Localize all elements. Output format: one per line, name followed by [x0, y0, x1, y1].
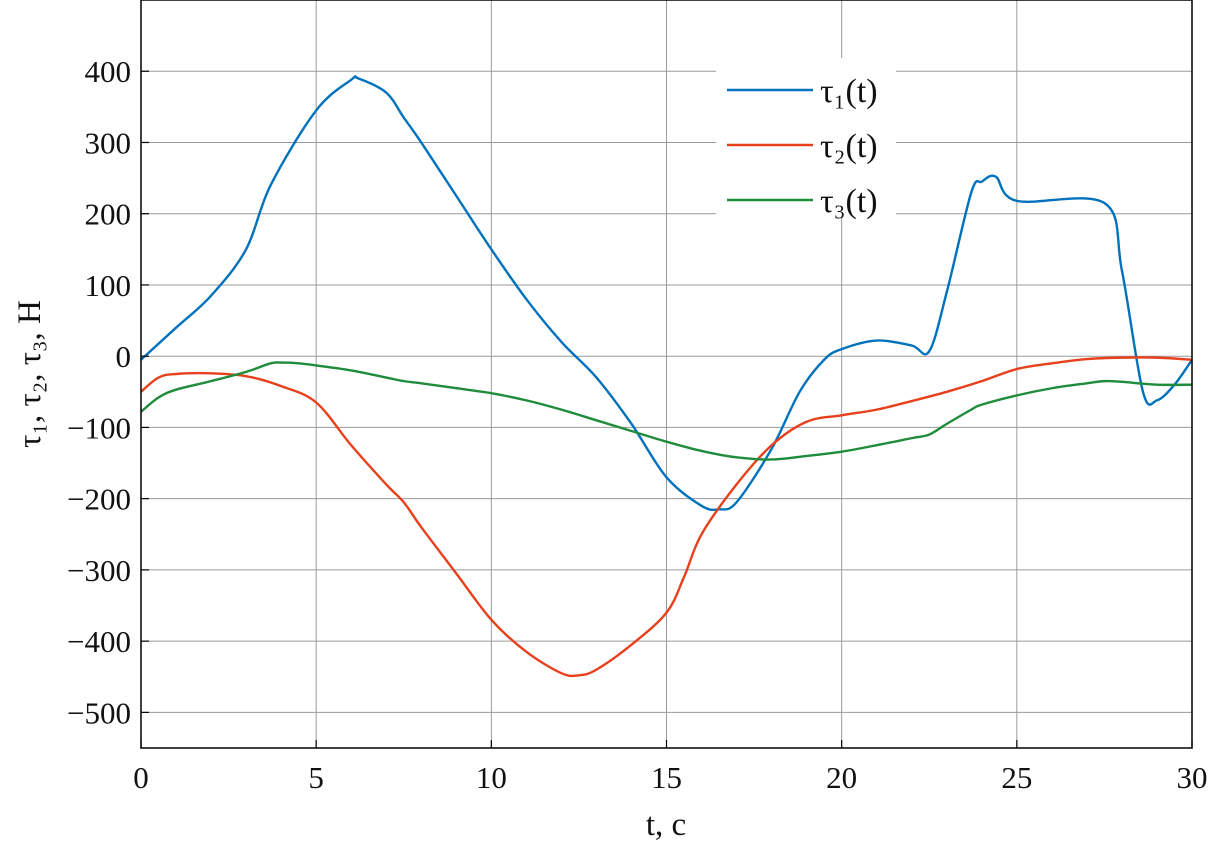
legend-label: τ₁(t): [820, 73, 878, 110]
y-tick-label: 400: [85, 54, 132, 89]
x-tick-label: 5: [308, 760, 324, 795]
y-tick-label: −300: [67, 553, 131, 588]
y-tick-label: −100: [67, 410, 131, 445]
legend-label: τ₃(t): [820, 183, 878, 220]
y-tick-label: −400: [67, 624, 131, 659]
y-tick-label: −500: [67, 695, 131, 730]
x-tick-label: 15: [651, 760, 682, 795]
series-lines: [140, 75, 1193, 678]
y-tick-label: 100: [85, 268, 132, 303]
series-line-2: [140, 356, 1193, 678]
x-axis-label: t, c: [646, 807, 686, 843]
x-tick-label: 20: [826, 760, 857, 795]
legend-label: τ₂(t): [820, 128, 878, 165]
series-line-1: [140, 75, 1193, 512]
series-line-3: [140, 361, 1193, 461]
y-tick-label: 0: [116, 339, 132, 374]
y-tick-label: 300: [85, 125, 132, 160]
x-tick-label: 0: [133, 760, 149, 795]
x-tick-label: 10: [476, 760, 507, 795]
grid: [140, 0, 1193, 748]
legend: τ₁(t) τ₂(t) τ₃(t): [716, 58, 896, 220]
legend-box: [716, 58, 896, 218]
y-tick-label: 200: [85, 197, 132, 232]
x-tick-label: 30: [1177, 760, 1208, 795]
x-tick-label: 25: [1001, 760, 1032, 795]
y-tick-label: −200: [67, 482, 131, 517]
y-axis-label: τ₁, τ₂, τ₃, Н: [12, 300, 48, 448]
ticks: 0 5 10 15 20 25 30 −500 −400 −300 −200 −100 0 100 200 3…: [67, 54, 1207, 795]
